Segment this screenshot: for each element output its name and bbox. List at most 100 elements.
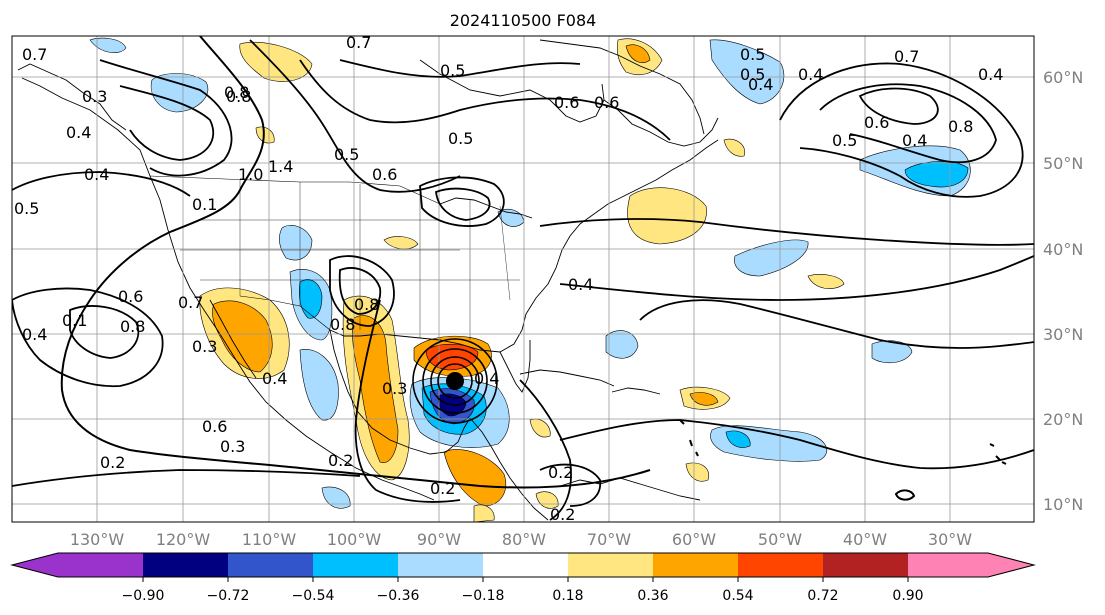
pos-core-canada-e [625,44,651,63]
contour-label: 0.8 [224,83,249,102]
contour-label: 1.0 [238,165,263,184]
colorbar-min-extend [12,553,58,577]
contour-label: 0.4 [798,65,823,84]
contour-label: 0.7 [178,293,203,312]
colorbar: −0.90 −0.72 −0.54 −0.36 −0.18 0.18 0.36 … [10,552,1036,604]
contour-label: 0.5 [334,145,359,164]
contours [12,36,1034,521]
map-border [11,35,1035,523]
colorbar-tick-label: 0.18 [552,588,583,604]
colorbar-segment [823,553,908,577]
coast-west-na [21,77,435,501]
contour-label: 0.3 [192,337,217,356]
neg-core-texas [298,279,323,319]
pos-core-gulf-w [352,315,399,463]
contour-labels: 0.7 0.7 0.5 0.6 0.5 0.5 0.6 0.6 0.5 0.5 … [14,33,1003,524]
lon-label: 60°W [672,530,716,549]
contour-label: 0.6 [202,417,227,436]
contour-15 [559,255,1034,301]
contour-label: 0.6 [864,113,889,132]
contour-7 [299,59,671,141]
storm-contour-1 [412,338,498,424]
colorbar-tick-label: 0.90 [892,588,923,604]
storm-contour-3 [430,356,480,406]
coast-gulf [329,313,527,353]
lon-label: 100°W [327,530,382,549]
contour-11 [779,62,1024,198]
contour-label: 0.8 [330,315,355,334]
contour-label: 0.2 [430,479,455,498]
coast-hispaniola [611,387,661,395]
contour-8 [339,59,581,78]
lat-label: 40°N [1043,240,1083,259]
colorbar-segment [228,553,313,577]
colorbar-segment [568,553,653,577]
neg-patch-nw [89,37,127,53]
colorbar-segment [653,553,738,577]
colorbar-max-extend [988,553,1034,577]
neg-patch-plains [279,225,313,261]
contour-label: 0.4 [474,369,499,388]
lon-label: 80°W [502,530,546,549]
contour-16 [639,299,1034,349]
colorbar-tick-label: −0.36 [377,588,420,604]
contour-label: 0.8 [120,317,145,336]
contour-25 [12,171,191,197]
contour-label: 1.4 [268,157,293,176]
contour-label: 0.2 [100,453,125,472]
colorbar-tick-label: 0.54 [722,588,753,604]
contour-label: 0.2 [550,505,575,524]
coast-florida [499,340,531,393]
contour-17 [559,419,1034,470]
contour-label: 0.1 [192,195,217,214]
colorbar-tick-label: −0.90 [122,588,165,604]
map-panel: 0.7 0.7 0.5 0.6 0.5 0.5 0.6 0.6 0.5 0.5 … [12,33,1034,524]
lon-axis: 130°W 120°W 110°W 100°W 90°W 80°W 70°W 6… [70,530,972,549]
contour-label: 0.4 [262,369,287,388]
map-title: 2024110500 F084 [450,11,597,30]
colorbar-segment [398,553,483,577]
contour-label: 0.5 [14,199,39,218]
contour-3 [69,305,140,359]
colorbar-tick-label: −0.72 [207,588,250,604]
coast-east-us [525,139,719,315]
contour-22 [519,379,572,521]
contour-4 [99,59,233,177]
pos-core-caribbean [689,392,719,406]
contour-20 [338,267,382,315]
neg-patch-mexico [299,349,339,421]
colorbar-segment [738,553,823,577]
contour-label: 0.7 [22,45,47,64]
contour-label: 0.4 [902,131,927,150]
lat-label: 60°N [1043,68,1083,87]
neg-patch-south [321,486,351,509]
colorbar-segment [908,553,988,577]
lon-label: 90°W [417,530,461,549]
contour-label: 0.4 [84,165,109,184]
contour-label: 0.2 [328,451,353,470]
contour-24 [894,489,916,501]
contour-label: 0.4 [748,75,773,94]
contour-label: 0.8 [354,295,379,314]
lon-label: 70°W [587,530,631,549]
border-us-mexico [239,295,331,331]
colorbar-tick-label: −0.18 [462,588,505,604]
coast-greenland [539,39,705,135]
contour-label: 0.8 [226,87,251,106]
colorbar-segment [483,553,568,577]
contour-label: 0.7 [346,33,371,52]
contour-label: 0.6 [594,93,619,112]
lat-axis: 60°N 50°N 40°N 30°N 20°N 10°N [1043,68,1083,514]
lon-label: 110°W [242,530,297,549]
pos-patch-greenland [723,138,746,157]
contour-label: 0.4 [978,65,1003,84]
contour-13 [858,87,939,125]
storm-contour-2 [422,348,488,414]
coast-alaska [17,63,127,131]
contour-label: 0.5 [740,45,765,64]
islands-caribbean [679,419,1007,465]
lon-label: 30°W [928,530,972,549]
contour-label: 0.6 [372,165,397,184]
contour-12 [819,83,997,164]
contour-5 [119,85,215,161]
